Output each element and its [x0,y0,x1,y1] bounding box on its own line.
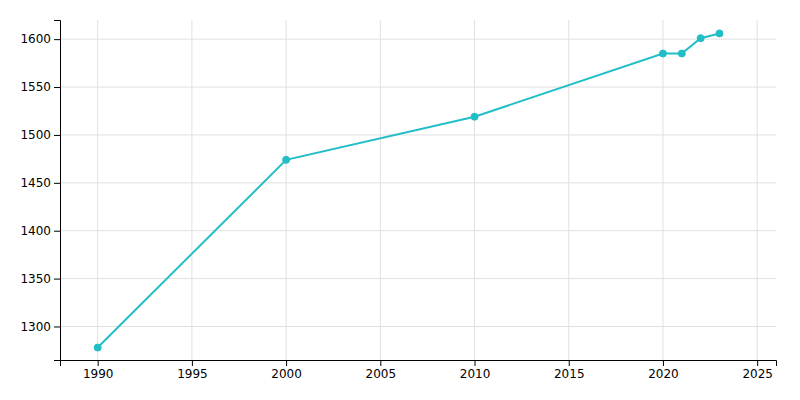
y-tick-label: 1300 [20,320,51,334]
y-tick-label: 1600 [20,32,51,46]
x-tick-label: 2015 [554,367,585,381]
y-grid-line [60,87,776,88]
x-grid-line [286,20,287,360]
x-tick: 2015 [554,360,585,381]
y-tick: 1450 [20,176,60,190]
x-tick-mark [98,360,99,366]
x-tick-mark [475,360,476,366]
y-axis-line [54,21,61,361]
y-grid-line [60,230,776,231]
point [697,35,704,42]
x-grid-line [380,20,381,360]
y-tick: 1500 [20,128,60,142]
x-tick-label: 1995 [177,367,208,381]
y-tick: 1300 [20,320,60,334]
plot-area: 1990 1995 2000 2005 2010 2015 2020 2025 1300 1350… [20,20,776,381]
x-grid-line [191,20,192,360]
y-grid-line [60,182,776,183]
x-tick: 2000 [271,360,302,381]
x-tick-label: 2010 [460,367,491,381]
x-tick-mark [569,360,570,366]
x-tick-mark [380,360,381,366]
chart: 1990 1995 2000 2005 2010 2015 2020 2025 1300 1350… [0,0,800,400]
x-axis: 1990 1995 2000 2005 2010 2015 2020 2025 [61,360,777,381]
x-tick-label: 2005 [366,367,397,381]
y-tick-mark [54,231,60,232]
x-tick-mark [192,360,193,366]
y-tick-mark [54,135,60,136]
y-tick: 1350 [20,272,60,286]
x-grid-line [474,20,475,360]
point [94,344,101,351]
point [471,113,478,120]
y-tick-label: 1550 [20,80,51,94]
y-grid-line [60,39,776,40]
y-tick-mark [54,39,60,40]
x-grid-line [757,20,758,360]
x-tick: 2025 [742,360,773,381]
point [716,30,723,37]
x-tick-label: 2020 [648,367,679,381]
x-tick-label: 2025 [742,367,773,381]
y-tick-label: 1500 [20,128,51,142]
x-grid-line [568,20,569,360]
x-tick: 2005 [366,360,397,381]
y-tick-label: 1400 [20,224,51,238]
y-tick-mark [54,279,60,280]
x-tick-label: 1990 [83,367,114,381]
line [98,33,720,347]
x-tick-mark [757,360,758,366]
point [659,50,666,57]
x-tick: 1990 [83,360,114,381]
y-tick-label: 1450 [20,176,51,190]
point [283,156,290,163]
x-tick: 2010 [460,360,491,381]
y-grid-line [60,326,776,327]
series [94,30,723,351]
y-grid-line [60,134,776,135]
x-tick-mark [663,360,664,366]
x-tick: 2020 [648,360,679,381]
x-tick-mark [286,360,287,366]
y-tick-mark [54,183,60,184]
y-axis: 1300 1350 1400 1450 1500 1550 1600 [20,21,60,361]
y-tick-label: 1350 [20,272,51,286]
x-tick: 1995 [177,360,208,381]
y-tick: 1550 [20,80,60,94]
x-axis-line [61,361,777,367]
y-tick-mark [54,326,60,327]
y-tick-mark [54,87,60,88]
y-tick: 1400 [20,224,60,238]
grid [60,20,776,360]
x-grid-line [662,20,663,360]
y-tick: 1600 [20,32,60,46]
x-tick-label: 2000 [271,367,302,381]
point [678,50,685,57]
x-grid-line [97,20,98,360]
